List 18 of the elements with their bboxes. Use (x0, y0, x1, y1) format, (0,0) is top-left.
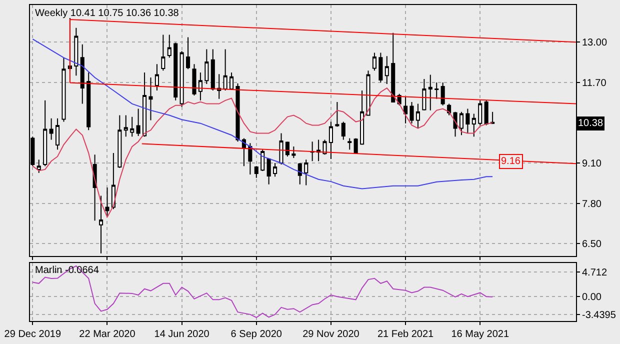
y-tick-label: 7.80 (582, 198, 602, 210)
x-tick-label: 29 Nov 2020 (302, 329, 360, 340)
x-tick-label: 16 May 2021 (451, 329, 510, 340)
y-tick-label: 6.50 (582, 239, 602, 250)
y-tick-label: 0.00 (582, 292, 602, 304)
annotation: 10.38 (578, 118, 604, 129)
y-tick-label: 11.70 (582, 78, 607, 89)
x-tick-label: 22 Mar 2020 (79, 329, 136, 340)
y-tick-label: 13.00 (582, 38, 608, 49)
annotation: 9.16 (501, 156, 521, 167)
y-tick-label: -3.4395 (582, 310, 616, 322)
x-tick-label: 29 Dec 2019 (4, 329, 62, 340)
x-tick-label: 6 Sep 2020 (230, 329, 282, 340)
y-tick-label: 4.712 (582, 267, 608, 278)
y-tick-label: 9.10 (582, 158, 602, 170)
chart-title: Weekly 10.41 10.75 10.36 10.38 (35, 8, 180, 19)
x-tick-label: 21 Feb 2021 (377, 329, 434, 340)
x-tick-label: 14 Jun 2020 (154, 329, 210, 340)
